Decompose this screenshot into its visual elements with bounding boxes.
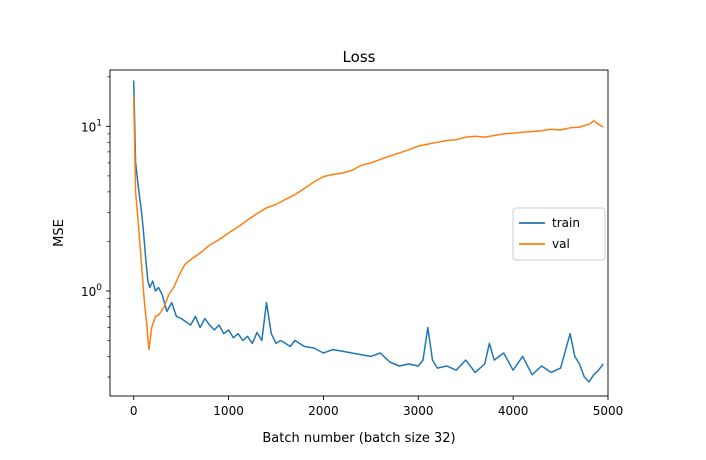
x-tick-label: 1000 [213, 404, 244, 418]
series-line-val [132, 97, 604, 351]
legend-label-train: train [552, 216, 580, 230]
legend-box [512, 207, 606, 261]
series-line-train [132, 80, 604, 383]
x-axis-label: Batch number (batch size 32) [262, 431, 455, 446]
chart-title: Loss [343, 48, 376, 66]
legend-label-val: val [552, 237, 570, 251]
y-axis: 100 101 [81, 76, 110, 378]
x-tick-label: 5000 [593, 404, 624, 418]
y-tick-label: 100 [81, 283, 102, 299]
y-tick-label: 101 [81, 118, 102, 134]
y-axis-label: MSE [52, 219, 67, 247]
x-tick-label: 2000 [308, 404, 339, 418]
x-tick-label: 4000 [498, 404, 529, 418]
x-tick-label: 3000 [403, 404, 434, 418]
x-tick-label: 0 [130, 404, 138, 418]
plot-area [132, 80, 604, 383]
legend: train val [512, 207, 606, 261]
plot-frame [109, 69, 609, 397]
x-axis: 0 1000 2000 3000 4000 5000 [130, 396, 623, 418]
